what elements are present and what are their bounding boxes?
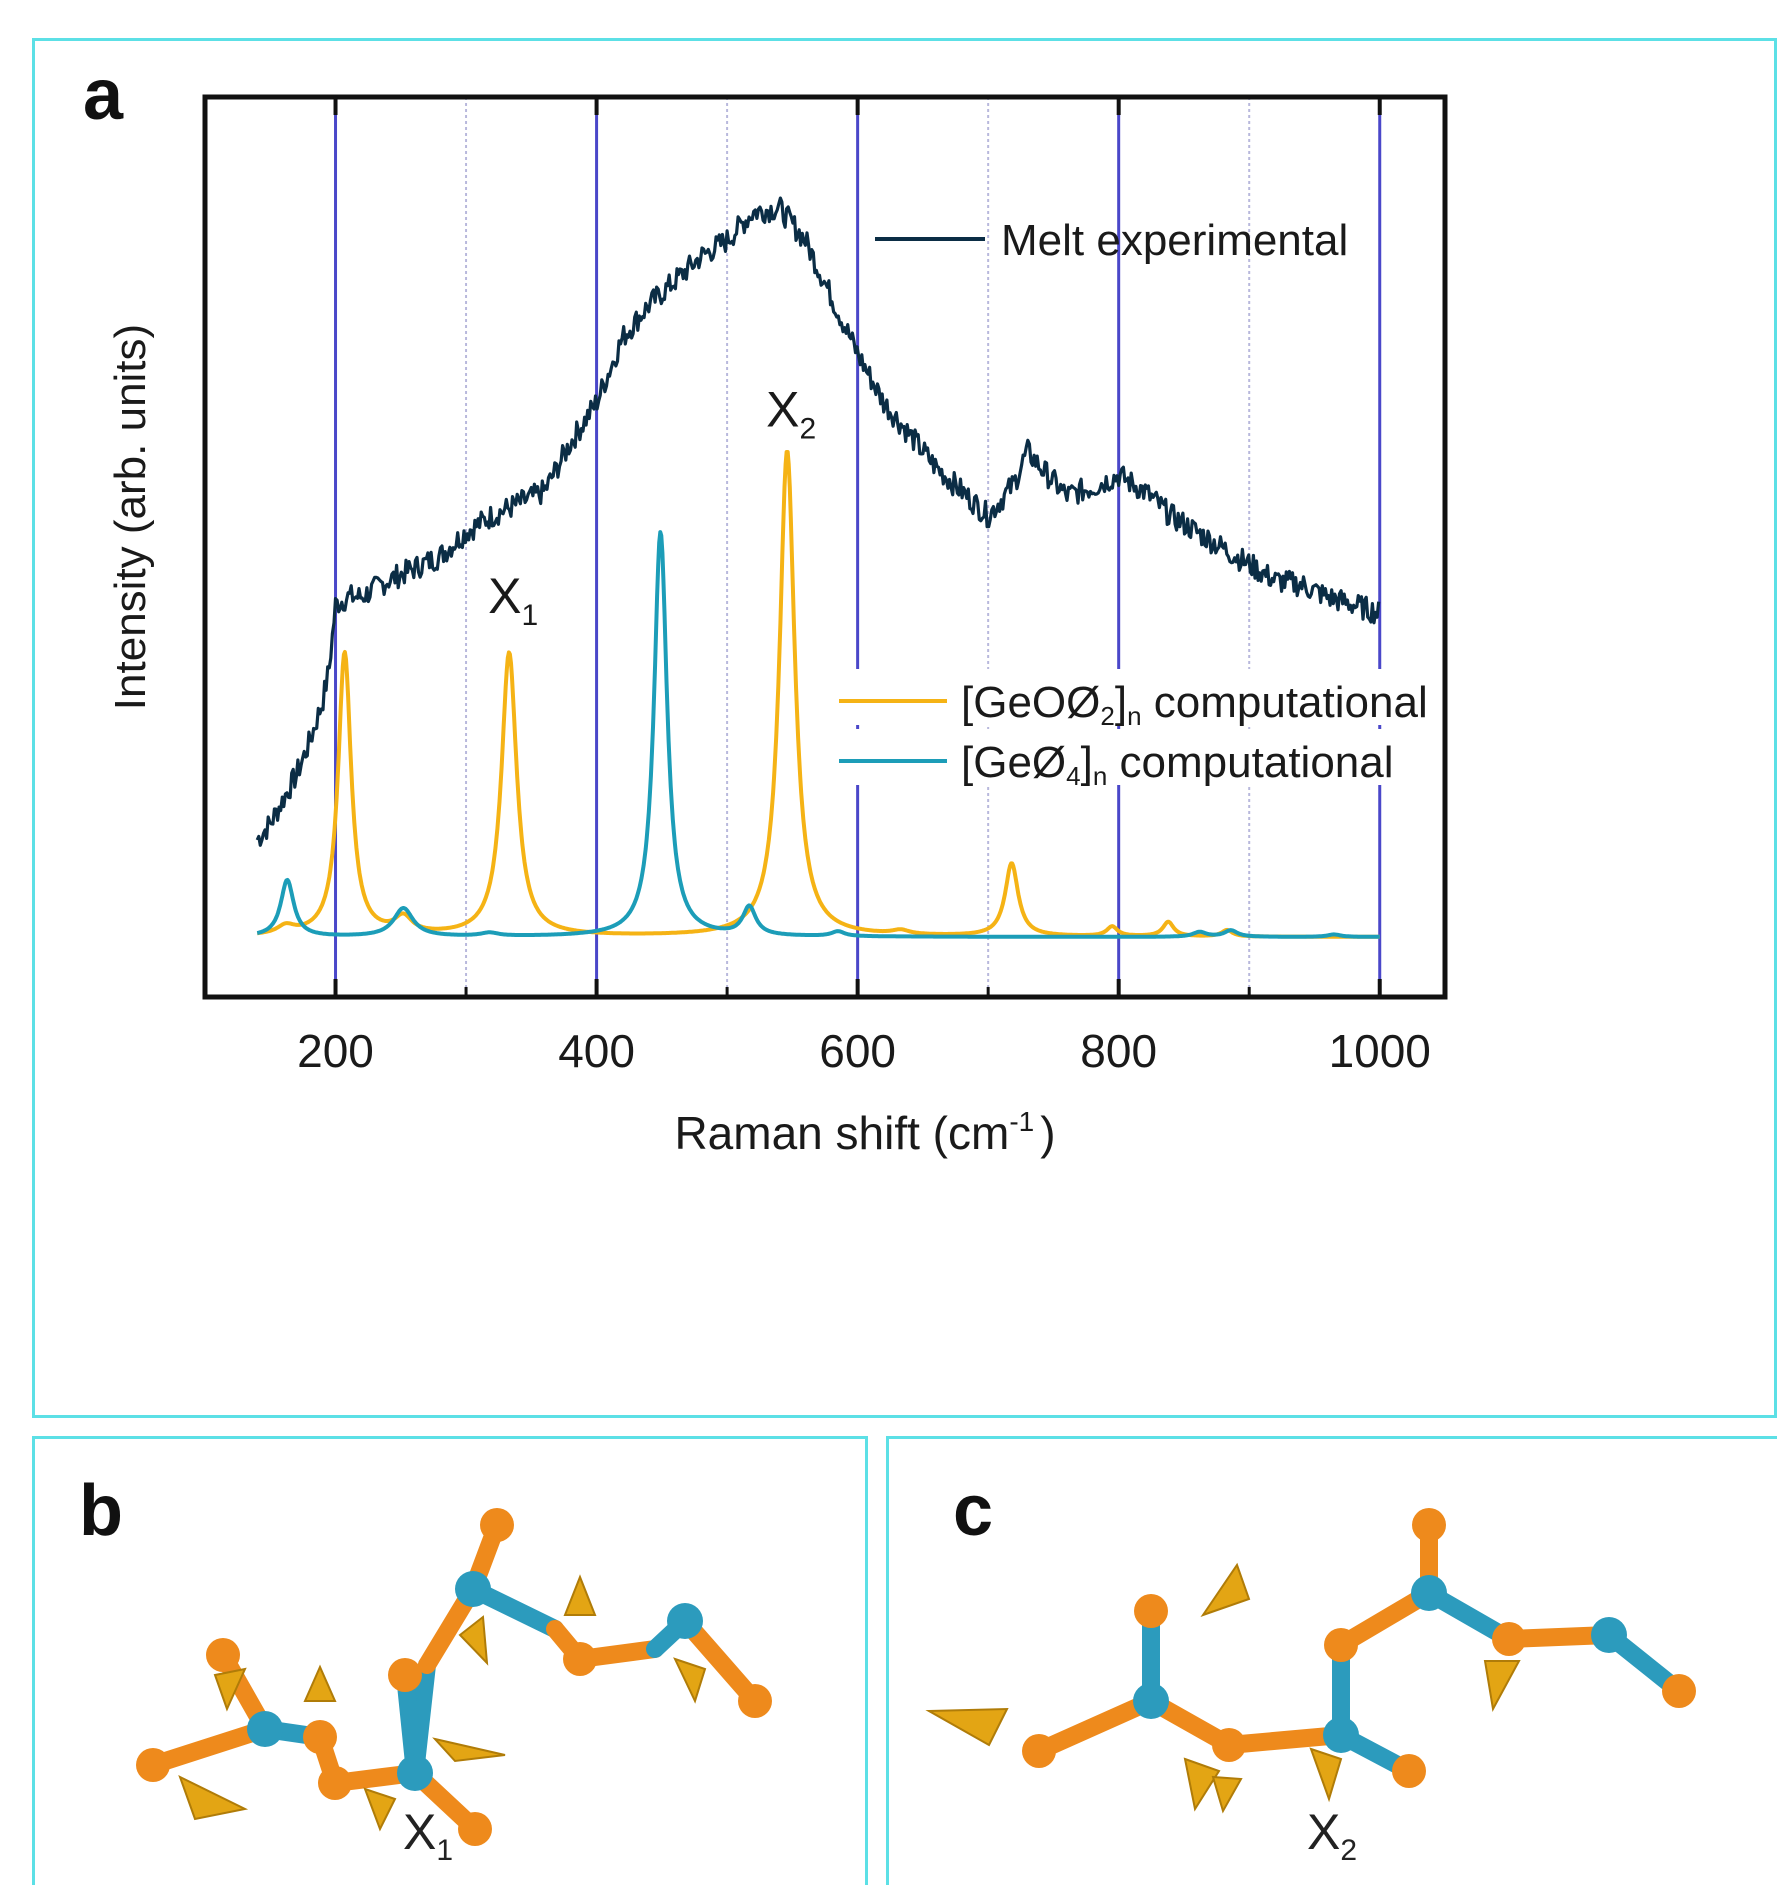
mode-label-x2: X2 [1307, 1804, 1358, 1867]
x-tick-label: 400 [558, 1025, 635, 1077]
legend-sub2: n [1093, 761, 1107, 791]
peak-annotation-2: X2 [766, 382, 816, 446]
molecule-x2-structure [925, 1508, 1696, 1814]
x-tick-label: 800 [1080, 1025, 1157, 1077]
molecule-x1-structure [136, 1508, 772, 1846]
panel-letter-c: c [953, 1471, 994, 1551]
legend-tail: ] [1081, 738, 1093, 787]
x-axis-label: Raman shift (cm-1) [674, 1106, 1055, 1159]
legend-entry-2: [GeØ4]n computational [961, 738, 1394, 791]
legend-rest: computational [1107, 738, 1393, 787]
legend-sub: 2 [1100, 701, 1114, 731]
panel-c: c [886, 1436, 1777, 1885]
mode-label-x1: X1 [403, 1804, 454, 1867]
x-tick-label: 1000 [1329, 1025, 1431, 1077]
molecule-x1-image [136, 1508, 772, 1846]
series-geo4-computational [256, 530, 1381, 939]
peak-annotation-sub: 1 [521, 599, 538, 632]
peak-annotation-1: X1 [488, 568, 538, 632]
panel-letter-b: b [79, 1471, 123, 1551]
legend-entry-0: Melt experimental [1001, 216, 1348, 265]
peak-annotation-sub: 2 [799, 413, 816, 446]
plot-frame [202, 94, 1448, 1000]
y-axis-label: Intensity (arb. units) [106, 324, 155, 710]
x-axis-label-sup: -1 [1009, 1106, 1034, 1137]
raman-chart: 200 400 600 800 1000 Raman shift (cm-1) Intens… [106, 94, 1448, 1159]
panel-a: a 200 400 600 800 1000 Raman shift (cm-1) Inte… [32, 38, 1777, 1418]
legend-tail: ] [1115, 678, 1127, 727]
legend-bg [833, 729, 1433, 785]
legend-rest: computational [1142, 678, 1428, 727]
x-tick-label: 200 [297, 1025, 374, 1077]
molecule-x2-image [925, 1508, 1696, 1814]
x-tick-label: 600 [819, 1025, 896, 1077]
panel-b: b [32, 1436, 868, 1885]
legend-bg [833, 669, 1433, 725]
legend-sub: 4 [1066, 761, 1080, 791]
panel-letter-a: a [83, 55, 124, 135]
legend-entry-1: [GeOØ2]n computational [961, 678, 1428, 731]
series-melt-experimental [255, 196, 1381, 847]
x-axis-label-close: ) [1040, 1107, 1055, 1159]
legend-sub2: n [1127, 701, 1141, 731]
